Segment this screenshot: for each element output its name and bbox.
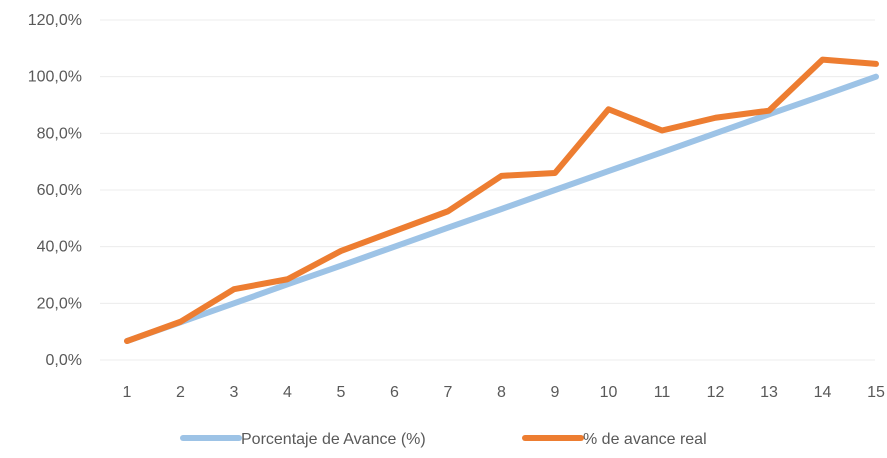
y-tick-label: 20,0% — [37, 295, 82, 312]
x-tick-label: 7 — [444, 384, 453, 401]
x-tick-label: 12 — [707, 384, 725, 401]
legend-label: % de avance real — [583, 431, 707, 448]
x-tick-label: 11 — [654, 384, 671, 401]
legend: Porcentaje de Avance (%) % de avance real — [180, 431, 707, 448]
series-lines — [124, 56, 879, 345]
x-tick-label: 9 — [551, 384, 560, 401]
y-tick-label: 100,0% — [28, 69, 82, 86]
x-tick-label: 15 — [867, 384, 885, 401]
x-tick-label: 3 — [230, 384, 239, 401]
y-tick-label: 60,0% — [37, 182, 82, 199]
series-line-actual — [124, 56, 879, 345]
x-tick-label: 1 — [123, 384, 132, 401]
y-tick-label: 40,0% — [37, 239, 82, 256]
y-tick-label: 0,0% — [46, 352, 82, 369]
x-tick-label: 6 — [390, 384, 399, 401]
x-tick-label: 13 — [760, 384, 778, 401]
x-tick-label: 8 — [497, 384, 506, 401]
legend-label: Porcentaje de Avance (%) — [241, 431, 426, 448]
x-tick-label: 2 — [176, 384, 185, 401]
y-tick-label: 80,0% — [37, 125, 82, 142]
series-line-planned — [124, 73, 879, 345]
x-tick-label: 5 — [337, 384, 346, 401]
x-tick-label: 14 — [814, 384, 832, 401]
x-tick-label: 4 — [283, 384, 292, 401]
y-tick-label: 120,0% — [28, 12, 82, 29]
y-axis-tick-labels: 0,0% 20,0% 40,0% 60,0% 80,0% 100,0% 120,0% — [28, 12, 82, 369]
x-axis-tick-labels: 1 2 3 4 5 6 7 8 9 10 11 12 13 14 15 — [123, 384, 885, 401]
x-tick-label: 10 — [600, 384, 618, 401]
